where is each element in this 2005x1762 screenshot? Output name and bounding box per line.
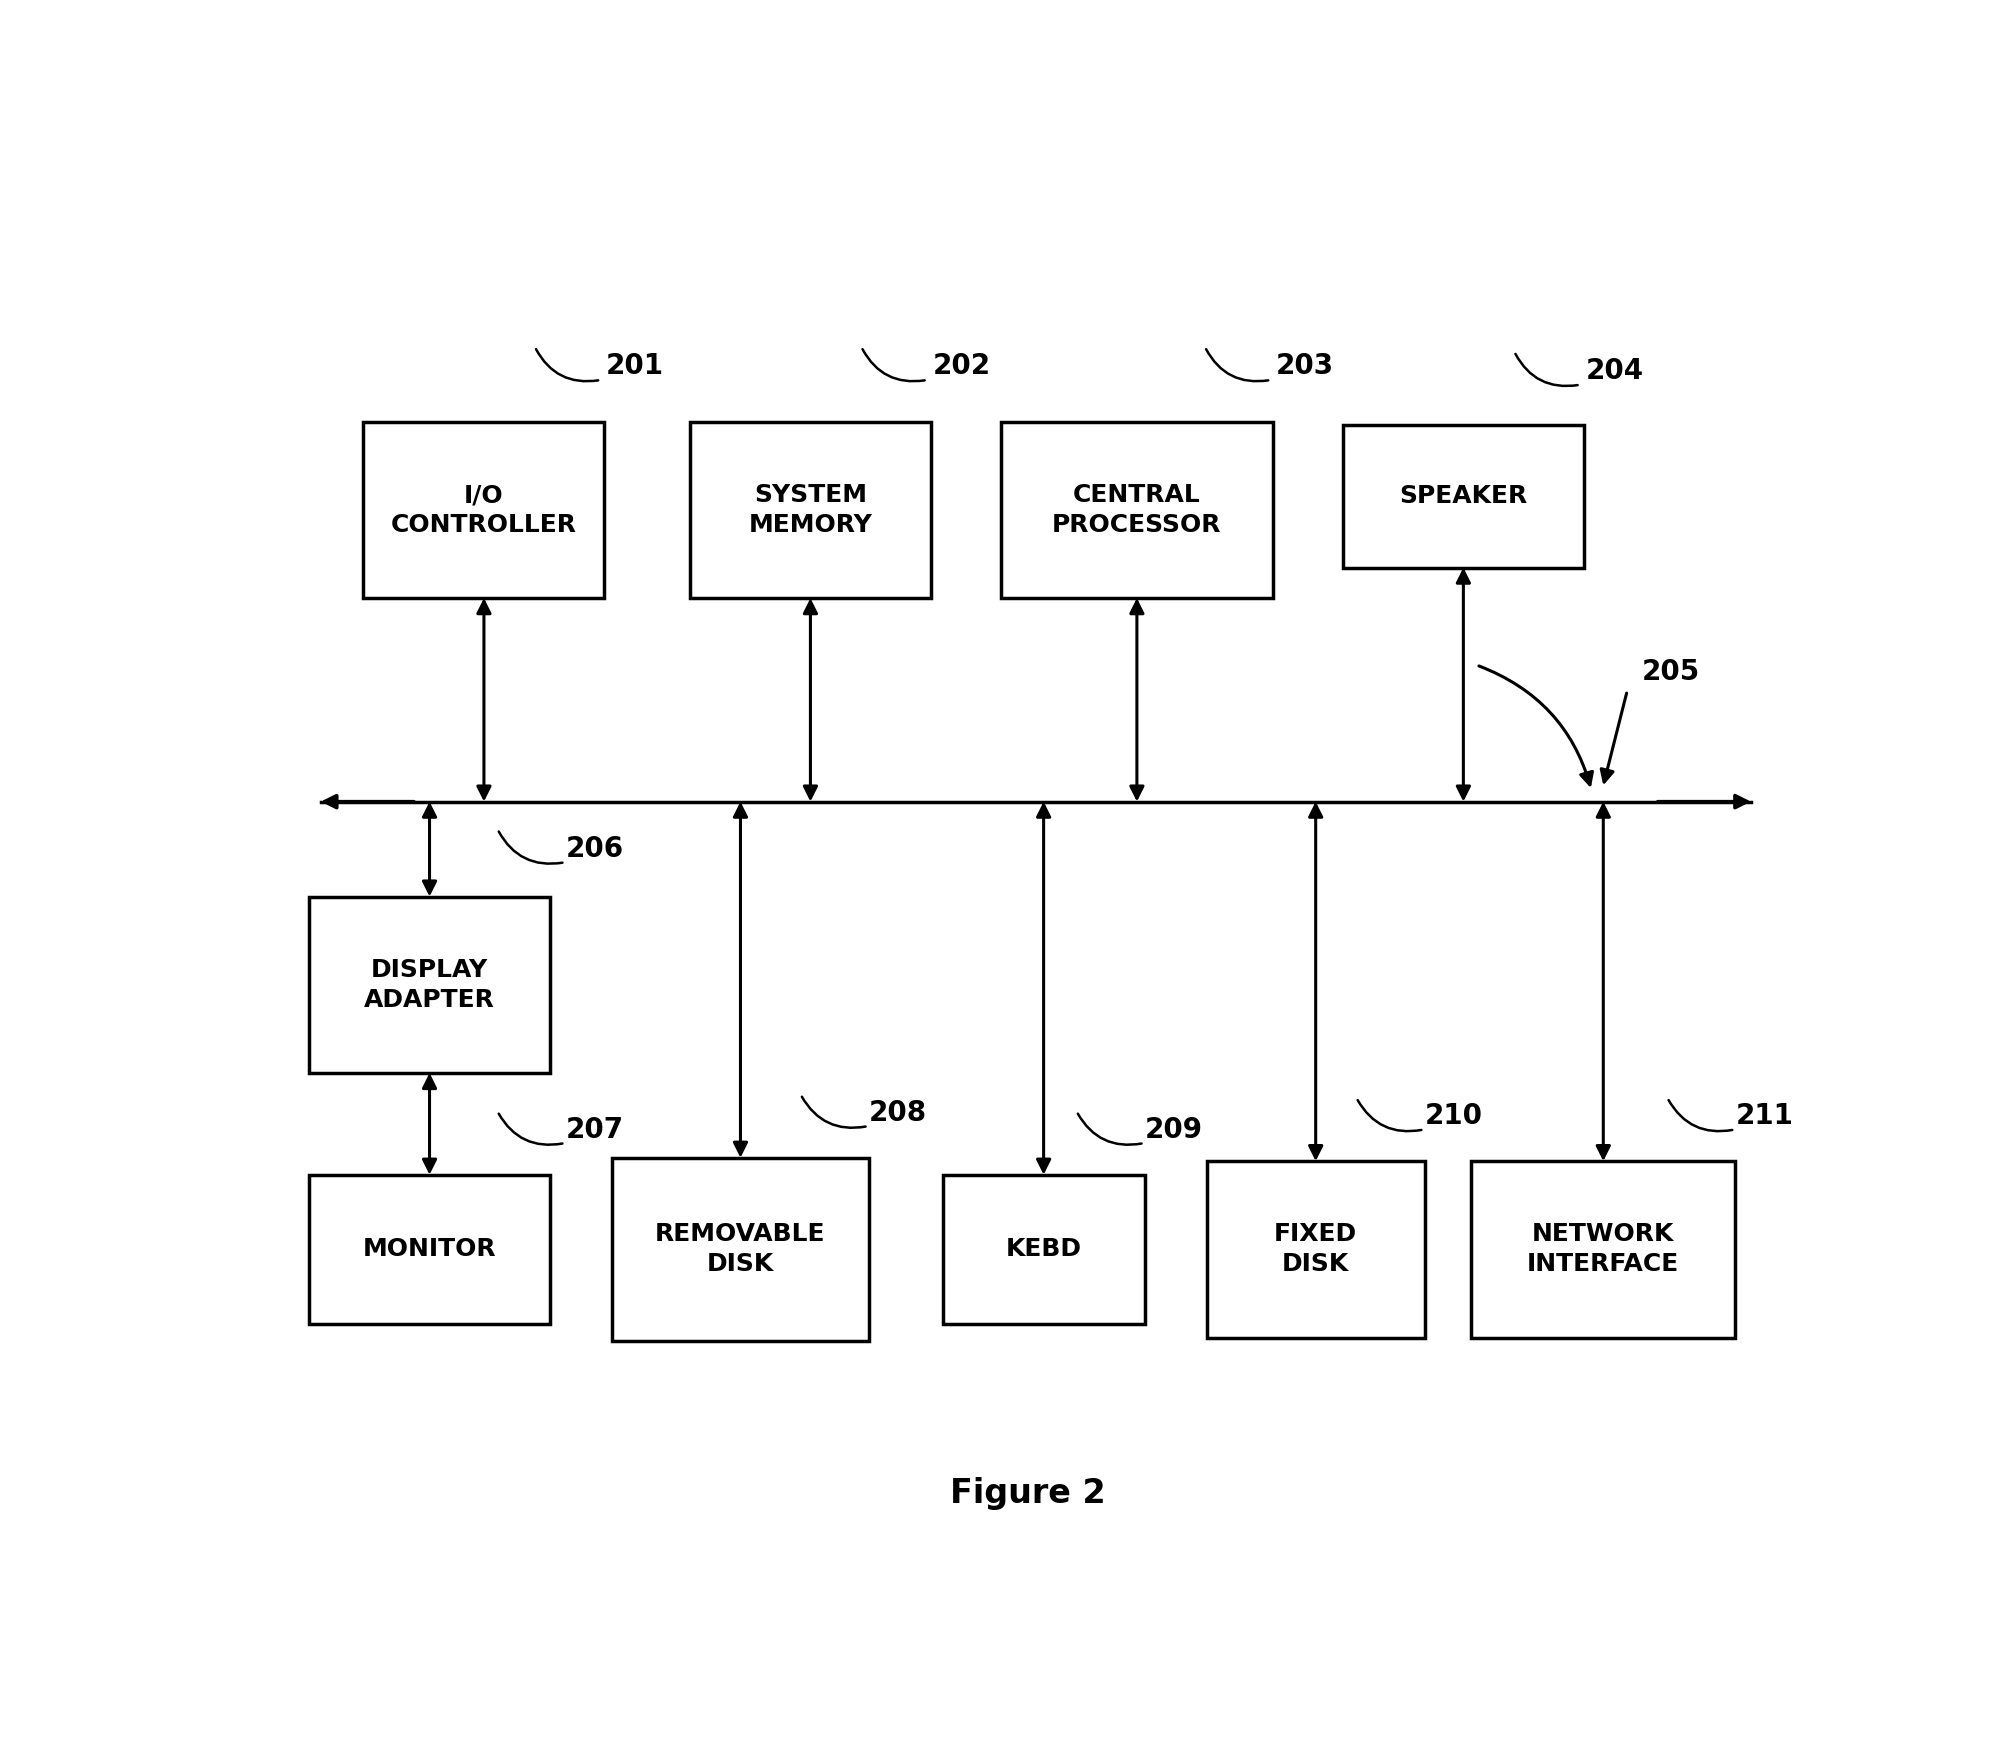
FancyBboxPatch shape: [942, 1175, 1145, 1323]
FancyBboxPatch shape: [1207, 1161, 1424, 1337]
Text: Figure 2: Figure 2: [950, 1477, 1105, 1510]
FancyBboxPatch shape: [690, 421, 930, 597]
Text: 209: 209: [1145, 1115, 1203, 1144]
Text: REMOVABLE
DISK: REMOVABLE DISK: [656, 1223, 826, 1276]
Text: 201: 201: [606, 352, 664, 381]
Text: SPEAKER: SPEAKER: [1399, 485, 1526, 509]
FancyBboxPatch shape: [1000, 421, 1273, 597]
Text: CENTRAL
PROCESSOR: CENTRAL PROCESSOR: [1053, 483, 1221, 537]
Text: 204: 204: [1584, 358, 1642, 386]
Text: I/O
CONTROLLER: I/O CONTROLLER: [391, 483, 577, 537]
Text: MONITOR: MONITOR: [363, 1237, 495, 1262]
Text: DISPLAY
ADAPTER: DISPLAY ADAPTER: [365, 959, 495, 1011]
Text: FIXED
DISK: FIXED DISK: [1273, 1223, 1357, 1276]
FancyBboxPatch shape: [363, 421, 604, 597]
Text: 208: 208: [868, 1098, 926, 1126]
FancyBboxPatch shape: [309, 1175, 549, 1323]
Text: KEBD: KEBD: [1005, 1237, 1081, 1262]
Text: SYSTEM
MEMORY: SYSTEM MEMORY: [748, 483, 872, 537]
Text: 205: 205: [1642, 659, 1700, 687]
FancyBboxPatch shape: [1470, 1161, 1734, 1337]
FancyBboxPatch shape: [309, 897, 549, 1073]
Text: 211: 211: [1734, 1101, 1792, 1129]
Text: 202: 202: [932, 352, 990, 381]
FancyBboxPatch shape: [612, 1158, 868, 1341]
Text: 206: 206: [565, 835, 624, 863]
Text: 203: 203: [1275, 352, 1333, 381]
Text: 207: 207: [565, 1115, 624, 1144]
FancyBboxPatch shape: [1341, 425, 1584, 567]
Text: 210: 210: [1424, 1101, 1482, 1129]
Text: NETWORK
INTERFACE: NETWORK INTERFACE: [1526, 1223, 1678, 1276]
